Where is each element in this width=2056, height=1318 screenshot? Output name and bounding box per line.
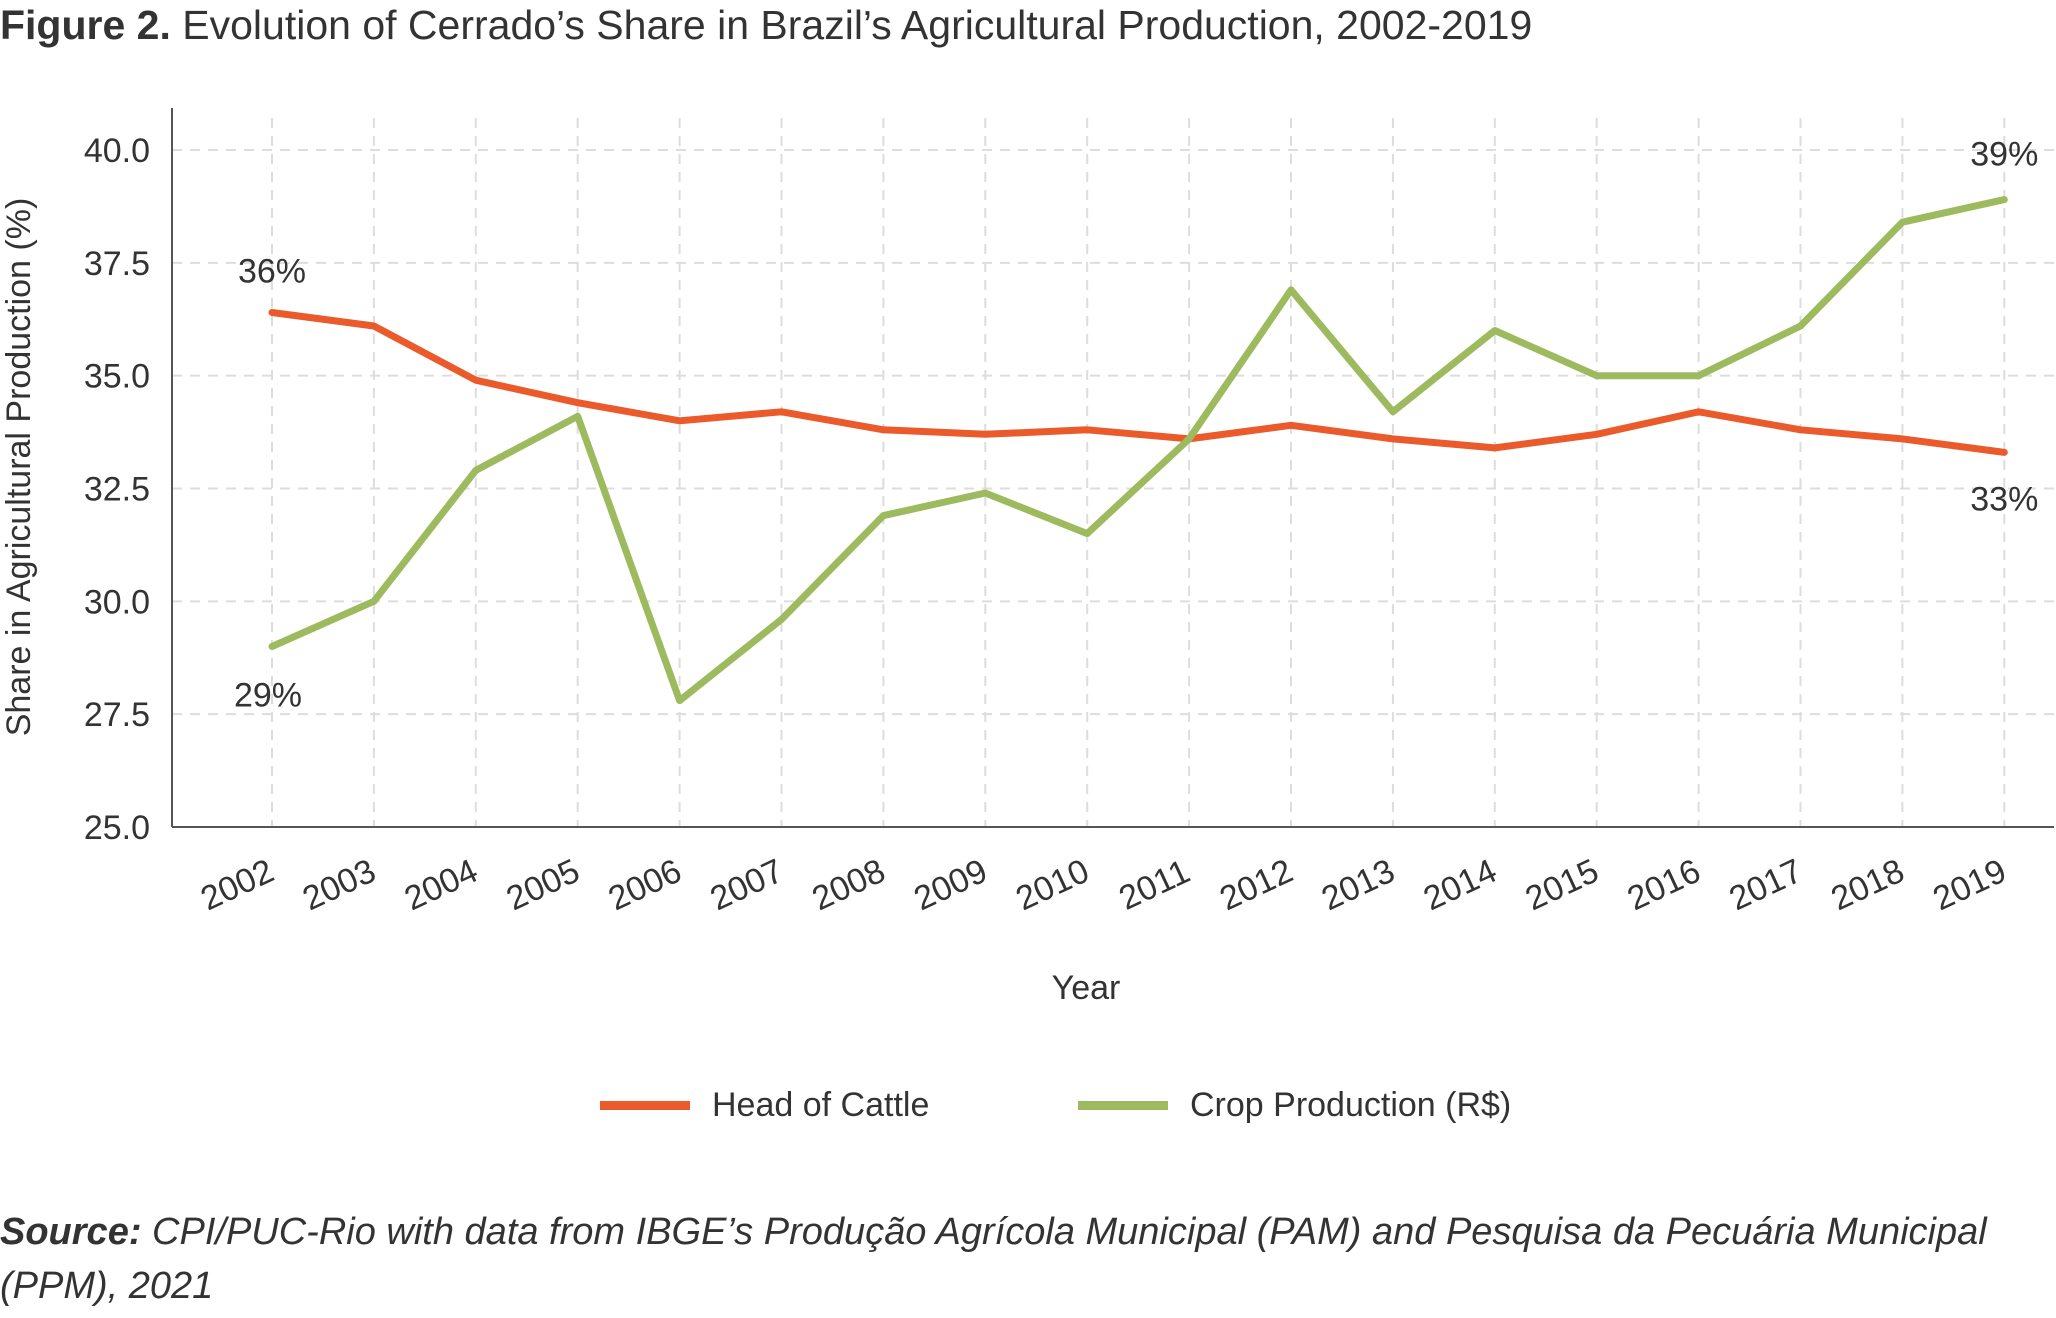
x-tick-label: 2019 <box>1927 852 2012 918</box>
x-tick-label: 2004 <box>399 852 484 918</box>
x-tick-label: 2015 <box>1520 852 1605 918</box>
y-tick-label: 32.5 <box>84 471 150 509</box>
source-lead: Source: <box>0 1211 142 1253</box>
series-group <box>268 196 2008 705</box>
figure-caption: Evolution of Cerrado’s Share in Brazil’s… <box>182 2 1533 48</box>
x-tick-label: 2013 <box>1316 852 1401 918</box>
x-tick-label: 2005 <box>501 852 586 918</box>
data-label: 39% <box>1970 136 2038 174</box>
x-tick-label: 2017 <box>1724 852 1809 918</box>
data-label: 29% <box>234 676 302 714</box>
x-tick-label: 2007 <box>705 852 790 918</box>
x-tick-label: 2009 <box>908 852 993 918</box>
y-axis-title: Share in Agricultural Production (%) <box>0 198 38 737</box>
legend-label-cattle: Head of Cattle <box>712 1085 930 1124</box>
y-tick-label: 37.5 <box>84 245 150 283</box>
y-tick-label: 27.5 <box>84 696 150 734</box>
line-chart: 25.0 27.5 30.0 32.5 35.0 37.5 40.0 2002 2003 2004… <box>0 108 2054 1007</box>
chart-title: Figure 2. Evolution of Cerrado’s Share i… <box>0 2 1532 49</box>
x-tick-label: 2002 <box>195 852 280 918</box>
legend-swatch-crop <box>1078 1100 1168 1110</box>
y-tick-label: 30.0 <box>84 583 150 621</box>
x-tick-label: 2014 <box>1418 852 1503 918</box>
x-tick-label: 2003 <box>297 852 382 918</box>
y-tick-label: 40.0 <box>84 132 150 170</box>
y-tick-label: 35.0 <box>84 358 150 396</box>
x-tick-label: 2006 <box>603 852 688 918</box>
series-line-cattle <box>268 309 2008 456</box>
grid <box>172 118 2054 827</box>
legend-swatch-cattle <box>600 1100 690 1110</box>
y-tick-label: 25.0 <box>84 809 150 847</box>
figure-number: Figure 2. <box>0 2 171 48</box>
series-line-crop <box>268 196 2008 705</box>
source-text: CPI/PUC-Rio with data from IBGE’s Produç… <box>0 1211 1987 1307</box>
x-tick-label: 2016 <box>1622 852 1707 918</box>
x-tick-label: 2011 <box>1113 852 1195 917</box>
source-note: Source: CPI/PUC-Rio with data from IBGE’… <box>0 1205 2000 1313</box>
data-label: 36% <box>238 252 306 290</box>
legend-label-crop: Crop Production (R$) <box>1190 1085 1512 1124</box>
x-tick-label: 2012 <box>1214 852 1299 918</box>
x-tick-label: 2018 <box>1825 852 1910 918</box>
legend-item-cattle: Head of Cattle <box>600 1070 929 1140</box>
x-tick-label: 2008 <box>806 852 891 918</box>
data-label: 33% <box>1970 480 2038 518</box>
axes <box>171 108 2054 828</box>
x-tick-label: 2010 <box>1010 852 1095 918</box>
legend: Head of Cattle Crop Production (R$) <box>0 1070 2056 1140</box>
x-axis-title: Year <box>1052 969 1121 1007</box>
legend-item-crop: Crop Production (R$) <box>1078 1070 1511 1140</box>
annotations: 36% 29% 39% 33% <box>234 136 2038 715</box>
